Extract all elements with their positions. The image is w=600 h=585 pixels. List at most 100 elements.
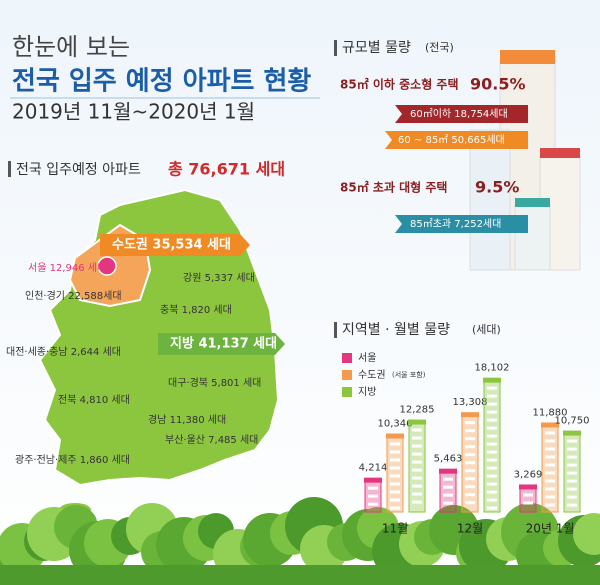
bar-roof [408, 419, 426, 425]
tree [573, 513, 600, 555]
bar-window [567, 487, 577, 491]
bar-roof [541, 422, 559, 428]
size-title-note: (전국) [425, 41, 454, 54]
size-small-label: 85㎡ 이하 중소형 주택 [340, 77, 459, 92]
bar-window [567, 503, 577, 507]
bar-window [412, 492, 422, 496]
bar-window [545, 455, 555, 459]
total-label: 전국 입주예정 아파트 [16, 162, 141, 178]
bar-window [443, 485, 453, 489]
building-illustration [469, 50, 581, 271]
bar-roof [563, 430, 581, 436]
size-small-pct: 90.5% [470, 75, 526, 94]
legend-note: (서울 포함) [392, 370, 426, 379]
local-label: 지방 41,137 세대 [170, 336, 277, 352]
size-bar [395, 215, 528, 233]
bar-window [412, 468, 422, 472]
bar-window [487, 490, 497, 494]
bar-window [487, 498, 497, 502]
bar-window [443, 477, 453, 481]
bar-window [465, 437, 475, 441]
bar-window [487, 506, 497, 510]
bar-window [390, 506, 400, 510]
bar-window [545, 431, 555, 435]
bar-window [390, 450, 400, 454]
bar-window [368, 502, 378, 506]
bar-window [390, 442, 400, 446]
bar-window [545, 439, 555, 443]
bar-window [487, 402, 497, 406]
bar-window [465, 421, 475, 425]
bar-window [567, 439, 577, 443]
bar-window [465, 453, 475, 457]
capital-banner [100, 234, 250, 256]
bar-window [567, 495, 577, 499]
bar-window [487, 426, 497, 430]
region-label: 충북 1,820 세대 [160, 304, 232, 316]
bar-roof [461, 412, 479, 418]
bar-window [567, 471, 577, 475]
size-large-label: 85㎡ 초과 대형 주택 [340, 180, 447, 195]
region-label: 대전·세종·충남 2,644 세대 [6, 346, 121, 358]
value-label: 12,285 [400, 405, 435, 416]
local-banner [158, 333, 285, 355]
capital-label: 수도권 35,534 세대 [112, 238, 231, 253]
value-label: 4,214 [359, 463, 388, 474]
bar-window [545, 503, 555, 507]
bar-roof [483, 377, 501, 383]
bar-window [465, 501, 475, 505]
bar-window [523, 501, 533, 505]
bar-window [390, 490, 400, 494]
x-tick-label: 20년 1월 [526, 522, 575, 536]
legend-label: 지방 [358, 386, 376, 398]
bar-window [487, 434, 497, 438]
bar-window [487, 482, 497, 486]
bar-window [487, 410, 497, 414]
bar-window [545, 495, 555, 499]
tree-decoration [0, 497, 600, 585]
bar-window [390, 466, 400, 470]
value-label: 13,308 [453, 397, 488, 408]
legend-swatch [342, 353, 352, 363]
bar-window [412, 500, 422, 504]
bar [519, 487, 537, 513]
legend-swatch [342, 387, 352, 397]
size-large-pct: 9.5% [475, 178, 519, 197]
bar-window [368, 486, 378, 490]
bar-window [487, 450, 497, 454]
chart-title-note: (세대) [472, 323, 501, 336]
region-label: 경남 11,380 세대 [148, 413, 226, 426]
map-seoul [97, 256, 117, 276]
region-label: 서울 12,946 세대 [28, 262, 106, 274]
region-label: 전북 4,810 세대 [58, 394, 130, 406]
legend-swatch [342, 370, 352, 380]
section-marker [334, 322, 337, 338]
value-label: 5,463 [434, 454, 463, 465]
bar-window [465, 485, 475, 489]
bar-window [523, 493, 533, 497]
legend-label: 수도권 [358, 369, 386, 381]
bar-window [487, 466, 497, 470]
bar-window [412, 428, 422, 432]
chart-title: 지역별 · 월별 물량 [342, 322, 450, 338]
bar-window [545, 471, 555, 475]
bar-window [412, 436, 422, 440]
bar-window [465, 429, 475, 433]
x-tick-label: 11월 [382, 522, 408, 536]
bar-window [487, 418, 497, 422]
bar-window [443, 501, 453, 505]
bar-window [465, 445, 475, 449]
section-marker [334, 40, 337, 56]
bar-window [545, 487, 555, 491]
bar-window [567, 447, 577, 451]
bar-window [465, 461, 475, 465]
bar-window [465, 493, 475, 497]
size-title: 규모별 물량 [342, 40, 411, 56]
bar-window [545, 447, 555, 451]
size-bar [385, 131, 528, 149]
bar-window [465, 477, 475, 481]
size-bar-label: 85㎡초과 7,252세대 [410, 218, 501, 230]
bar-window [412, 444, 422, 448]
bar-window [567, 455, 577, 459]
